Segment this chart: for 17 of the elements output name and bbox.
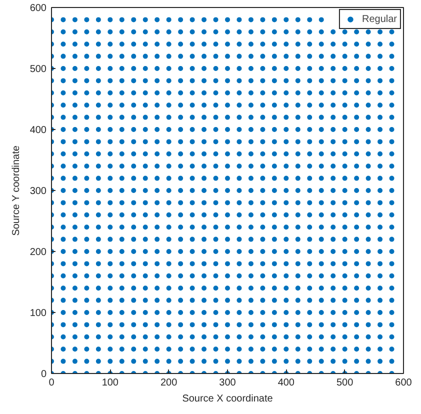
- x-tick-label: 200: [160, 378, 178, 388]
- x-tick-label: 400: [278, 378, 295, 388]
- x-tick-label: 0: [48, 378, 55, 388]
- x-tick-label: 600: [395, 378, 412, 388]
- x-tick-label: 300: [219, 378, 236, 388]
- y-tick-label: 100: [30, 308, 47, 319]
- y-axis-title: Source Y coordinate: [10, 145, 22, 236]
- x-axis-title: Source X coordinate: [182, 394, 274, 404]
- y-tick-label: 500: [30, 64, 47, 75]
- y-tick-label: 300: [30, 186, 47, 197]
- legend-label: Regular: [362, 13, 397, 25]
- x-tick-label: 500: [336, 378, 354, 388]
- y-tick-label: 200: [30, 247, 47, 258]
- y-tick-label: 600: [30, 3, 47, 14]
- x-tick-label: 100: [102, 378, 119, 388]
- y-tick-label: 400: [30, 125, 47, 136]
- y-tick-label: 0: [40, 369, 47, 380]
